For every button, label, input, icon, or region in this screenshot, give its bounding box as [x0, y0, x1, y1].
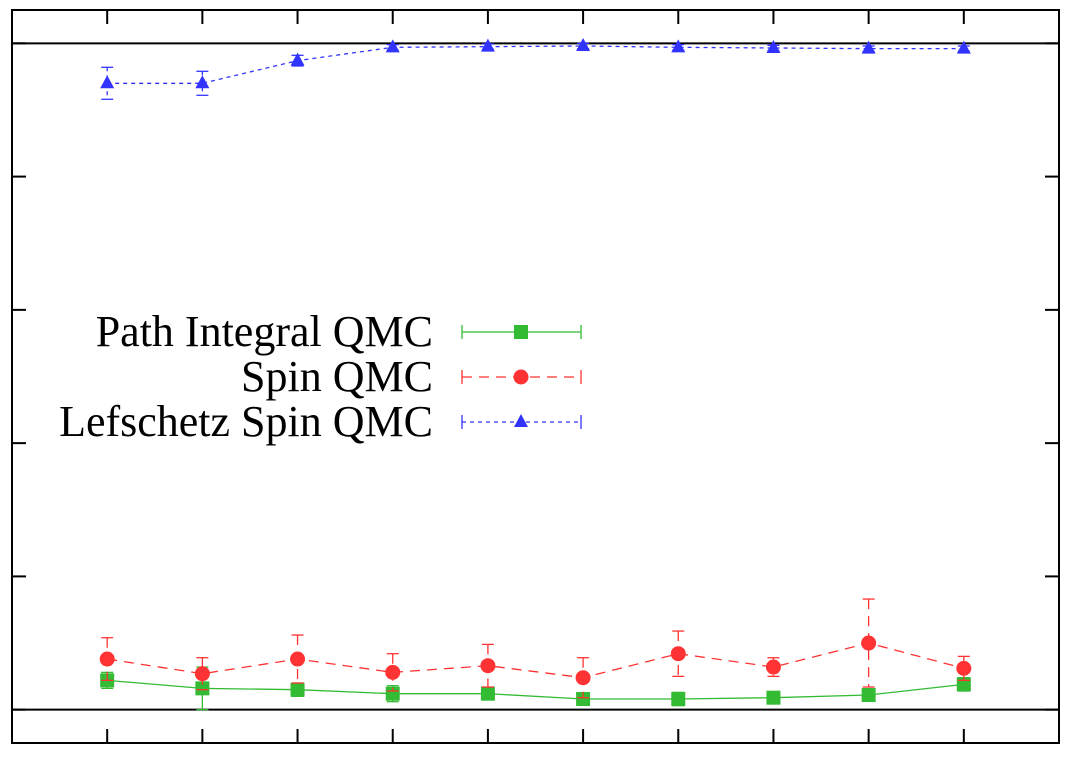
data-point-2-0: [100, 75, 115, 89]
data-point-0-3: [385, 686, 400, 701]
plot-frame: [11, 9, 1060, 744]
legend-marker-2: [514, 414, 528, 427]
legend-label-2: Lefschetz Spin QMC: [59, 397, 433, 446]
legend-entry-2: Lefschetz Spin QMC: [59, 397, 582, 446]
data-point-1-6: [670, 646, 686, 662]
error-bar-1-1: [196, 657, 209, 691]
data-point-2-3: [385, 39, 400, 53]
data-point-1-4: [480, 658, 496, 674]
data-point-2-1: [195, 75, 210, 89]
series-line-0: [107, 679, 964, 700]
data-point-1-1: [194, 666, 210, 682]
data-point-1-0: [99, 651, 115, 667]
data-point-0-5: [576, 692, 591, 707]
legend-label-0: Path Integral QMC: [96, 307, 433, 356]
data-point-1-2: [290, 651, 306, 667]
series-line-2: [107, 45, 964, 84]
series-1: [99, 598, 972, 699]
data-point-2-9: [956, 40, 971, 54]
legend-label-1: Spin QMC: [241, 352, 433, 401]
data-point-1-9: [956, 660, 972, 676]
error-bar-1-9: [957, 655, 970, 682]
series-layer: [99, 37, 972, 711]
data-point-1-3: [385, 664, 401, 680]
data-point-0-2: [290, 682, 305, 697]
data-point-2-4: [480, 38, 495, 52]
data-point-2-2: [290, 52, 305, 66]
data-point-2-5: [576, 37, 591, 51]
legend-marker-1: [513, 369, 529, 385]
legend-marker-0: [514, 325, 528, 339]
data-point-0-6: [671, 692, 686, 707]
data-point-0-4: [480, 686, 495, 701]
data-point-1-5: [575, 670, 591, 686]
data-point-0-1: [195, 681, 210, 696]
data-point-2-8: [861, 40, 876, 54]
data-point-0-8: [861, 688, 876, 703]
series-line-1: [107, 642, 964, 679]
error-bar-2-0: [101, 66, 114, 100]
legend-entry-1: Spin QMC: [241, 352, 582, 401]
data-point-0-7: [766, 690, 781, 705]
axes-layer: [11, 9, 1060, 744]
data-point-2-6: [671, 39, 686, 53]
data-point-2-7: [766, 39, 781, 53]
data-point-1-7: [765, 659, 781, 675]
data-point-1-8: [861, 635, 877, 651]
series-2: [100, 37, 971, 100]
series-0: [100, 666, 971, 711]
legend-entry-0: Path Integral QMC: [96, 307, 582, 356]
